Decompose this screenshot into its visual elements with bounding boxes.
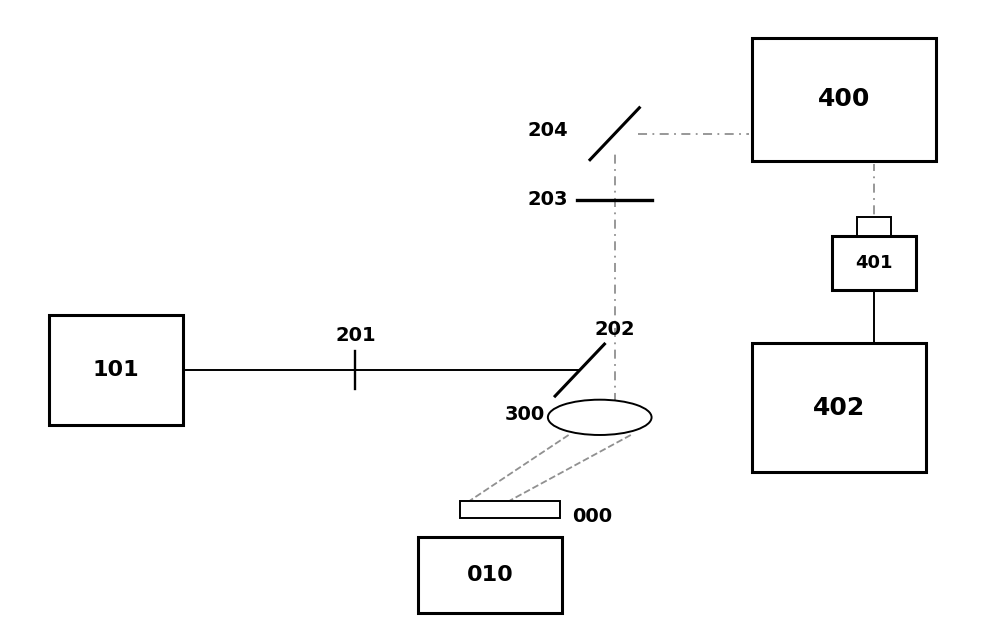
Text: 401: 401 xyxy=(855,254,893,272)
Text: 400: 400 xyxy=(818,87,870,111)
Text: 402: 402 xyxy=(813,396,865,420)
Ellipse shape xyxy=(548,399,652,435)
Text: 201: 201 xyxy=(335,326,376,345)
Bar xyxy=(752,343,926,472)
Bar xyxy=(49,315,183,425)
Text: 203: 203 xyxy=(527,191,568,210)
Bar xyxy=(460,501,560,518)
Bar xyxy=(832,236,916,290)
Text: 000: 000 xyxy=(572,507,612,526)
Bar xyxy=(752,37,936,161)
Text: 204: 204 xyxy=(527,121,568,140)
Text: 010: 010 xyxy=(467,565,513,585)
Bar xyxy=(857,217,891,236)
Text: 300: 300 xyxy=(505,404,545,423)
Text: 101: 101 xyxy=(93,360,139,380)
Text: 202: 202 xyxy=(595,320,635,339)
Bar xyxy=(418,537,562,613)
